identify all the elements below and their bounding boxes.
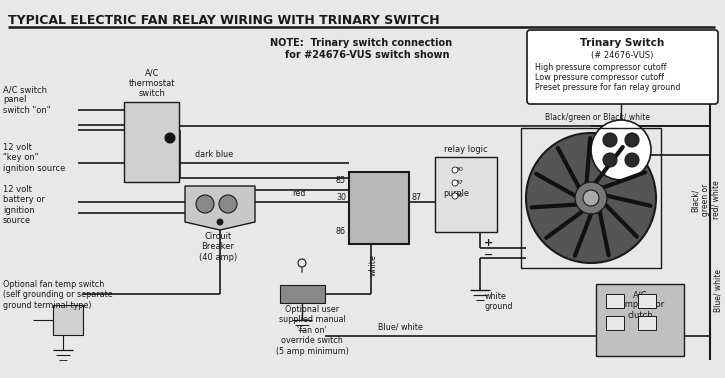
Text: Blue/ red orBlue: Blue/ red orBlue: [589, 142, 650, 151]
Text: High pressure compressor cutoff: High pressure compressor cutoff: [535, 63, 666, 72]
FancyBboxPatch shape: [606, 294, 624, 308]
Text: NOTE:  Trinary switch connection: NOTE: Trinary switch connection: [270, 38, 452, 48]
Circle shape: [625, 133, 639, 147]
FancyBboxPatch shape: [606, 316, 624, 330]
Text: 86: 86: [336, 228, 346, 237]
Circle shape: [591, 120, 651, 180]
FancyBboxPatch shape: [280, 285, 325, 303]
Circle shape: [452, 193, 458, 199]
Circle shape: [452, 180, 458, 186]
FancyBboxPatch shape: [596, 284, 684, 356]
Polygon shape: [185, 186, 255, 230]
Text: Black/
green or
red/ white: Black/ green or red/ white: [691, 181, 721, 219]
Text: purple: purple: [443, 189, 469, 198]
Circle shape: [603, 153, 617, 167]
Circle shape: [575, 182, 607, 214]
Text: for #24676-VUS switch shown: for #24676-VUS switch shown: [285, 50, 450, 60]
Circle shape: [219, 195, 237, 213]
Text: Blue/ white: Blue/ white: [713, 268, 723, 311]
Text: 30: 30: [456, 167, 464, 172]
Circle shape: [196, 195, 214, 213]
Text: Trinary Switch: Trinary Switch: [580, 38, 664, 48]
Circle shape: [452, 167, 458, 173]
Circle shape: [526, 133, 656, 263]
Text: Preset pressure for fan relay ground: Preset pressure for fan relay ground: [535, 83, 680, 92]
FancyBboxPatch shape: [53, 305, 83, 335]
Text: Low pressure compressor cutoff: Low pressure compressor cutoff: [535, 73, 664, 82]
Circle shape: [583, 190, 599, 206]
Text: relay logic: relay logic: [444, 145, 488, 154]
Text: Black/green or Black/ white: Black/green or Black/ white: [545, 113, 650, 122]
Text: red: red: [292, 189, 306, 198]
Text: −: −: [484, 250, 494, 260]
Text: white
ground: white ground: [485, 292, 513, 311]
Text: 85: 85: [336, 176, 346, 185]
Text: Optional user
supplied manual
'fan on'
override switch
(5 amp minimum): Optional user supplied manual 'fan on' o…: [276, 305, 349, 356]
Text: 12 volt
"key on"
ignition source: 12 volt "key on" ignition source: [3, 143, 65, 173]
Text: Blue/ white: Blue/ white: [378, 323, 423, 332]
Text: 12 volt
battery or
ignition
source: 12 volt battery or ignition source: [3, 185, 45, 225]
Text: 87: 87: [456, 180, 464, 185]
FancyBboxPatch shape: [349, 172, 409, 244]
Text: 30: 30: [336, 194, 346, 203]
Text: +: +: [484, 238, 493, 248]
FancyBboxPatch shape: [435, 157, 497, 232]
Text: A/C switch
panel
switch "on": A/C switch panel switch "on": [3, 85, 51, 115]
FancyBboxPatch shape: [638, 316, 656, 330]
Text: 86: 86: [456, 193, 464, 198]
Circle shape: [217, 219, 223, 225]
Text: Optional fan temp switch
(self grounding or separate
ground terminal type): Optional fan temp switch (self grounding…: [3, 280, 113, 310]
Text: Circuit
Breaker
(40 amp): Circuit Breaker (40 amp): [199, 232, 237, 262]
FancyBboxPatch shape: [638, 294, 656, 308]
Text: (# 24676-VUS): (# 24676-VUS): [591, 51, 653, 60]
FancyBboxPatch shape: [527, 30, 718, 104]
FancyBboxPatch shape: [124, 102, 179, 182]
Text: A/C
compressor
clutch: A/C compressor clutch: [616, 290, 665, 320]
Circle shape: [603, 133, 617, 147]
Circle shape: [625, 153, 639, 167]
Circle shape: [165, 133, 175, 143]
Text: A/C
thermostat
switch: A/C thermostat switch: [129, 68, 175, 98]
Text: white: white: [369, 254, 378, 276]
Text: 87: 87: [412, 194, 422, 203]
Text: dark blue: dark blue: [195, 150, 233, 159]
Text: TYPICAL ELECTRIC FAN RELAY WIRING WITH TRINARY SWITCH: TYPICAL ELECTRIC FAN RELAY WIRING WITH T…: [8, 14, 439, 27]
